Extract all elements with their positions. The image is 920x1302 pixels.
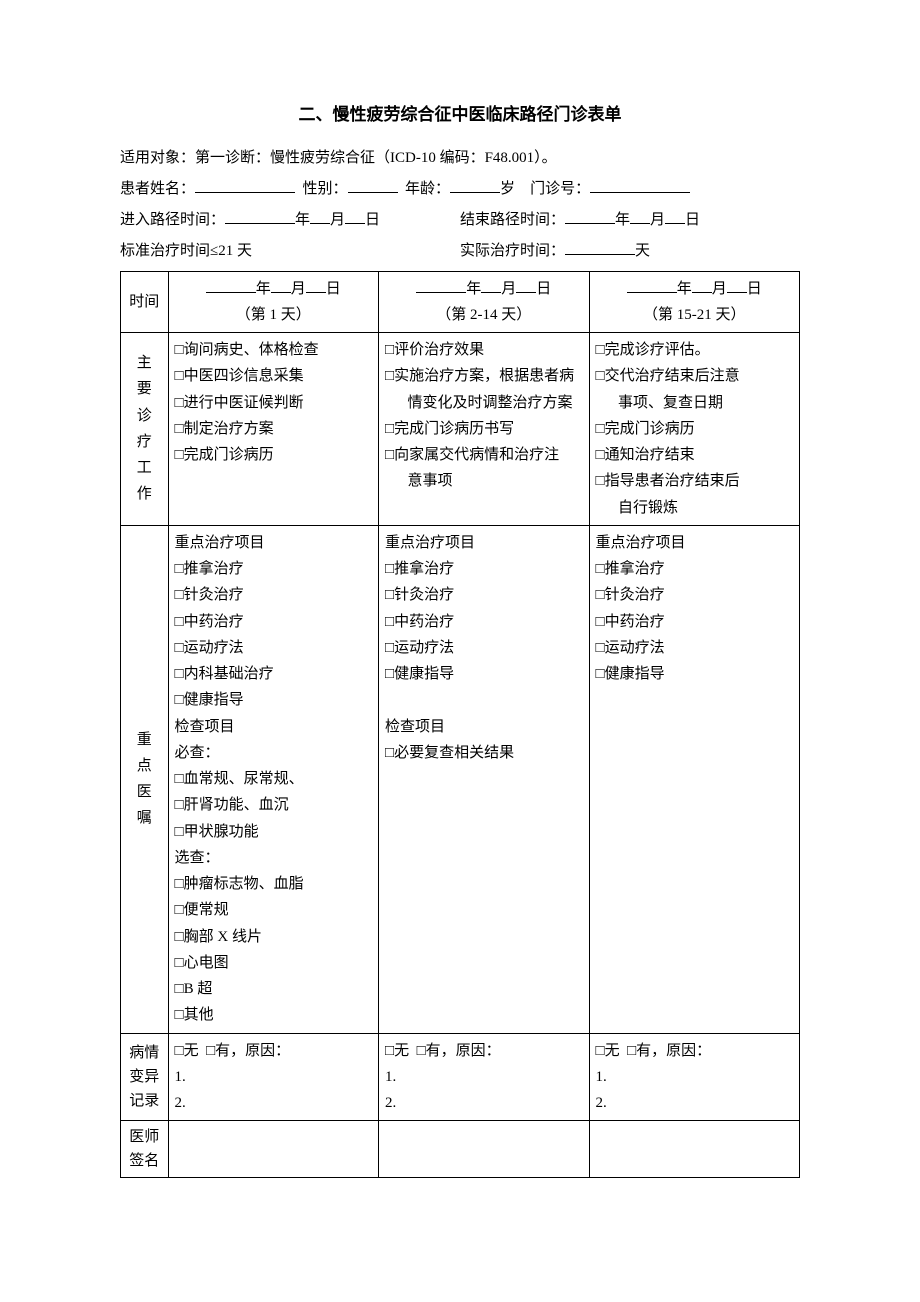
- col3-header: 年 月 日 （第 15-21 天）: [589, 271, 799, 333]
- col2-d: 日: [536, 281, 551, 297]
- var-none3[interactable]: □无: [596, 1043, 620, 1059]
- enter-year-input[interactable]: [225, 207, 295, 224]
- col2-year[interactable]: [416, 276, 466, 293]
- order-c2: 重点治疗项目□推拿治疗□针灸治疗□中药治疗□运动疗法□健康指导检查项目□必要复查…: [379, 525, 589, 1033]
- opid-input[interactable]: [590, 176, 690, 193]
- path-time-row: 进入路径时间： 年 月 日 结束路径时间： 年 月 日: [120, 207, 800, 234]
- enter-day-input[interactable]: [345, 207, 365, 224]
- var-none[interactable]: □无: [175, 1043, 199, 1059]
- page-title: 二、慢性疲劳综合征中医临床路径门诊表单: [120, 100, 800, 131]
- name-label: 患者姓名：: [120, 181, 195, 197]
- work-c3: □完成诊疗评估。□交代治疗结束后注意事项、复查日期□完成门诊病历□通知治疗结束□…: [589, 333, 799, 526]
- age-label: 年龄：: [405, 181, 450, 197]
- col2-m: 月: [501, 281, 516, 297]
- name-input[interactable]: [195, 176, 295, 193]
- real-time-input[interactable]: [565, 238, 635, 255]
- treat-time-row: 标准治疗时间≤21 天 实际治疗时间： 天: [120, 238, 800, 265]
- col3-sub: （第 15-21 天）: [643, 307, 746, 323]
- var-n2: 2.: [175, 1095, 186, 1111]
- var-n1-3: 1.: [596, 1069, 607, 1085]
- enter-time-label: 进入路径时间：: [120, 212, 225, 228]
- order-c3: 重点治疗项目□推拿治疗□针灸治疗□中药治疗□运动疗法□健康指导: [589, 525, 799, 1033]
- end-day-input[interactable]: [665, 207, 685, 224]
- day-label2: 日: [685, 212, 700, 228]
- enter-month-input[interactable]: [310, 207, 330, 224]
- col3-d: 日: [747, 281, 762, 297]
- order-header: 重点医嘱: [121, 525, 169, 1033]
- var-n2-2: 2.: [385, 1095, 396, 1111]
- sign-c1[interactable]: [168, 1121, 378, 1178]
- col2-header: 年 月 日 （第 2-14 天）: [379, 271, 589, 333]
- work-c2: □评价治疗效果□实施治疗方案，根据患者病情变化及时调整治疗方案□完成门诊病历书写…: [379, 333, 589, 526]
- day-label: 日: [365, 212, 380, 228]
- clinical-path-table: 时间 年 月 日 （第 1 天） 年 月 日 （第 2-14 天） 年 月 日 （第 15-…: [120, 271, 800, 1179]
- year-label2: 年: [615, 212, 630, 228]
- col2-y: 年: [466, 281, 481, 297]
- age-unit: 岁: [500, 181, 515, 197]
- std-time: 标准治疗时间≤21 天: [120, 238, 460, 265]
- time-header: 时间: [121, 271, 169, 333]
- col2-day[interactable]: [516, 276, 536, 293]
- age-input[interactable]: [450, 176, 500, 193]
- col1-y: 年: [256, 281, 271, 297]
- col2-month[interactable]: [481, 276, 501, 293]
- intro-text: 适用对象：第一诊断：慢性疲劳综合征（ICD-10 编码：F48.001）。: [120, 145, 800, 172]
- col1-header: 年 月 日 （第 1 天）: [168, 271, 378, 333]
- work-c1: □询问病史、体格检查□中医四诊信息采集□进行中医证候判断□制定治疗方案□完成门诊…: [168, 333, 378, 526]
- header-row: 时间 年 月 日 （第 1 天） 年 月 日 （第 2-14 天） 年 月 日 （第 15-…: [121, 271, 800, 333]
- var-has[interactable]: □有，原因：: [206, 1043, 290, 1059]
- order-c1: 重点治疗项目□推拿治疗□针灸治疗□中药治疗□运动疗法□内科基础治疗□健康指导检查…: [168, 525, 378, 1033]
- col1-d: 日: [326, 281, 341, 297]
- var-n2-3: 2.: [596, 1095, 607, 1111]
- order-row: 重点医嘱 重点治疗项目□推拿治疗□针灸治疗□中药治疗□运动疗法□内科基础治疗□健…: [121, 525, 800, 1033]
- sex-input[interactable]: [348, 176, 398, 193]
- var-n1: 1.: [175, 1069, 186, 1085]
- end-time-label: 结束路径时间：: [460, 212, 565, 228]
- sign-c3[interactable]: [589, 1121, 799, 1178]
- real-time-label: 实际治疗时间：: [460, 243, 565, 259]
- col3-y: 年: [677, 281, 692, 297]
- variance-row: 病情变异记录 □无 □有，原因： 1. 2. □无 □有，原因： 1. 2. □…: [121, 1033, 800, 1121]
- col1-m: 月: [291, 281, 306, 297]
- var-has3[interactable]: □有，原因：: [627, 1043, 711, 1059]
- real-time-unit: 天: [635, 243, 650, 259]
- col3-month[interactable]: [692, 276, 712, 293]
- work-header: 主要诊疗工作: [121, 333, 169, 526]
- col3-day[interactable]: [727, 276, 747, 293]
- variance-header: 病情变异记录: [121, 1033, 169, 1121]
- var-n1-2: 1.: [385, 1069, 396, 1085]
- end-month-input[interactable]: [630, 207, 650, 224]
- col3-m: 月: [712, 281, 727, 297]
- patient-info-row: 患者姓名： 性别： 年龄： 岁 门诊号：: [120, 176, 800, 203]
- col1-day[interactable]: [306, 276, 326, 293]
- end-year-input[interactable]: [565, 207, 615, 224]
- month-label: 月: [330, 212, 345, 228]
- variance-c3: □无 □有，原因： 1. 2.: [589, 1033, 799, 1121]
- col1-month[interactable]: [271, 276, 291, 293]
- variance-c2: □无 □有，原因： 1. 2.: [379, 1033, 589, 1121]
- sign-c2[interactable]: [379, 1121, 589, 1178]
- work-row: 主要诊疗工作 □询问病史、体格检查□中医四诊信息采集□进行中医证候判断□制定治疗…: [121, 333, 800, 526]
- variance-c1: □无 □有，原因： 1. 2.: [168, 1033, 378, 1121]
- month-label2: 月: [650, 212, 665, 228]
- year-label: 年: [295, 212, 310, 228]
- col1-sub: （第 1 天）: [236, 307, 311, 323]
- opid-label: 门诊号：: [530, 181, 590, 197]
- col1-year[interactable]: [206, 276, 256, 293]
- var-has2[interactable]: □有，原因：: [417, 1043, 501, 1059]
- col3-year[interactable]: [627, 276, 677, 293]
- col2-sub: （第 2-14 天）: [436, 307, 531, 323]
- var-none2[interactable]: □无: [385, 1043, 409, 1059]
- sign-header: 医师签名: [121, 1121, 169, 1178]
- sign-row: 医师签名: [121, 1121, 800, 1178]
- sex-label: 性别：: [303, 181, 348, 197]
